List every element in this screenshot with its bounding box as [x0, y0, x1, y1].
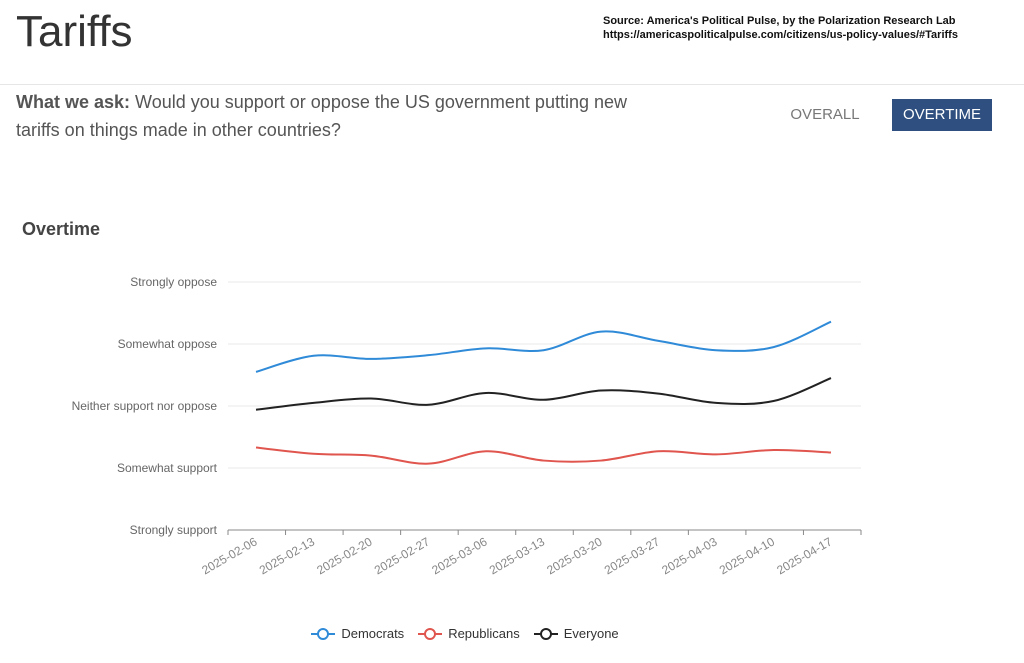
source-line: Source: America's Political Pulse, by th…: [603, 15, 956, 27]
x-tick-label: 2025-02-06: [199, 534, 259, 577]
tab-overall[interactable]: OVERALL: [790, 106, 860, 123]
y-tick-label: Neither support nor oppose: [72, 399, 218, 413]
legend-item-republicans[interactable]: Republicans: [418, 626, 520, 641]
legend-label-democrats: Democrats: [341, 626, 405, 641]
question-text: Would you support or oppose the US gover…: [16, 92, 627, 140]
question-label: What we ask:: [16, 92, 131, 112]
legend-label-republicans: Republicans: [448, 626, 520, 641]
x-tick-label: 2025-04-03: [659, 534, 719, 577]
x-tick-label: 2025-02-20: [314, 534, 374, 577]
x-tick-label: 2025-03-27: [602, 534, 662, 577]
y-tick-label: Somewhat support: [117, 461, 218, 475]
header-divider: [0, 84, 1024, 85]
question-block: What we ask: Would you support or oppose…: [16, 88, 666, 144]
series-line-everyone: [255, 377, 832, 411]
source-url: https://americaspoliticalpulse.com/citiz…: [603, 29, 958, 41]
x-tick-label: 2025-04-17: [774, 534, 834, 577]
x-tick-label: 2025-02-13: [257, 534, 317, 577]
legend-label-everyone: Everyone: [563, 626, 619, 641]
page-title: Tariffs: [16, 7, 133, 56]
x-tick-label: 2025-03-06: [429, 534, 489, 577]
x-tick-label: 2025-04-10: [717, 534, 777, 577]
chart-legend: Democrats Republicans Everyone: [0, 626, 930, 641]
legend-marker-everyone: [533, 627, 558, 640]
source-citation: Source: America's Political Pulse, by th…: [603, 14, 958, 42]
x-tick-label: 2025-03-13: [487, 534, 547, 577]
legend-item-everyone[interactable]: Everyone: [533, 626, 619, 641]
y-tick-label: Somewhat oppose: [118, 337, 218, 351]
x-tick-label: 2025-03-20: [544, 534, 604, 577]
y-tick-label: Strongly oppose: [130, 275, 217, 289]
chart-title: Overtime: [22, 219, 101, 239]
y-tick-label: Strongly support: [130, 523, 218, 537]
series-line-republicans: [255, 446, 832, 465]
legend-marker-democrats: [311, 627, 336, 640]
legend-marker-republicans: [418, 627, 443, 640]
x-tick-label: 2025-02-27: [372, 534, 432, 577]
legend-item-democrats[interactable]: Democrats: [311, 626, 404, 641]
tab-overtime[interactable]: OVERTIME: [892, 99, 992, 131]
series-line-democrats: [255, 320, 832, 373]
